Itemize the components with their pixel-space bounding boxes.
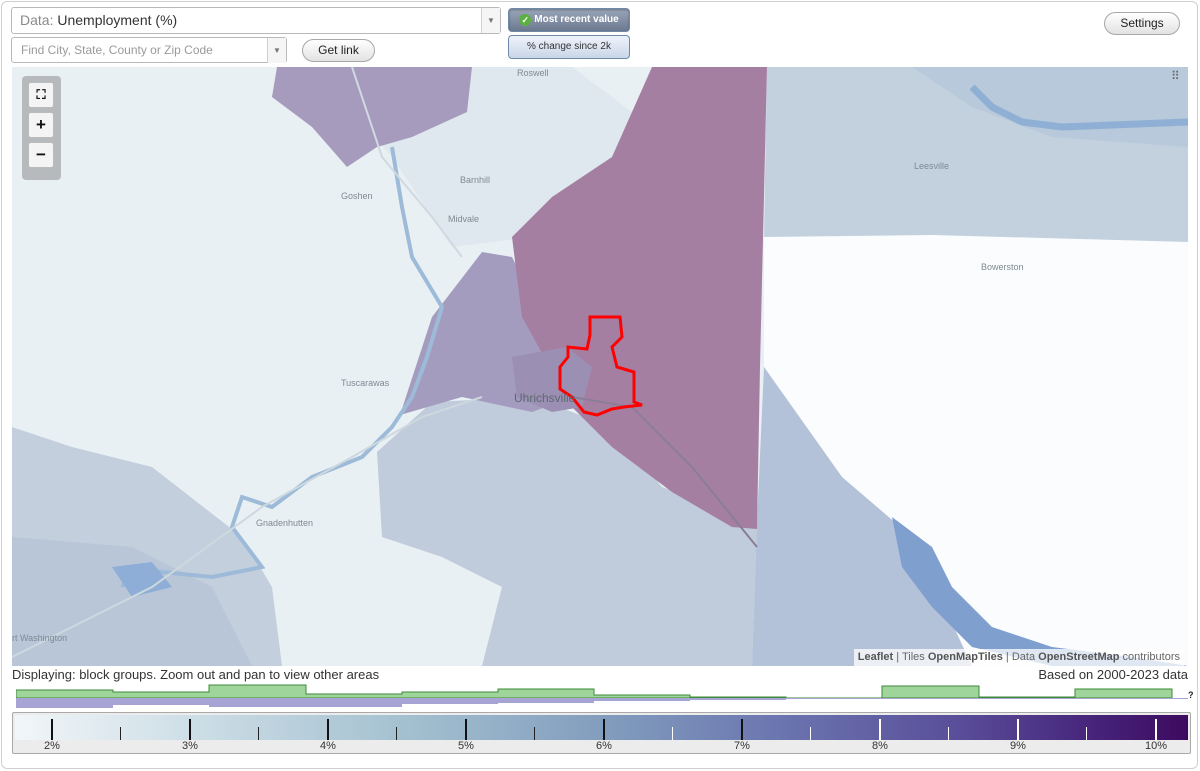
road-diagonal [12, 396, 483, 658]
display-status: Displaying: block groups. Zoom out and p… [12, 667, 380, 682]
place-label-midvale: Midvale [448, 214, 480, 224]
legend-major-tick [603, 719, 605, 740]
zoom-out-icon[interactable]: − [28, 142, 54, 168]
openmaptiles-link[interactable]: OpenMapTiles [927, 651, 1003, 663]
percent-change-toggle[interactable]: % change since 2k [508, 35, 630, 59]
block-group-south-central [377, 397, 757, 666]
histogram-help[interactable]: ? [1188, 690, 1194, 700]
legend-minor-tick [1086, 727, 1087, 740]
chevron-down-icon[interactable]: ▼ [481, 8, 500, 33]
place-label-port-washington: rt Washington [12, 633, 68, 643]
place-label-roswell: Roswell [517, 68, 549, 78]
checkmark-icon: ✓ [519, 14, 532, 26]
openstreetmap-link[interactable]: OpenStreetMap [1038, 651, 1120, 663]
histogram-green [16, 684, 1173, 699]
color-scale-bar [15, 715, 1188, 740]
distribution-histogram [16, 684, 1188, 708]
legend-major-tick [741, 719, 743, 740]
place-label-goshen: Goshen [341, 191, 373, 201]
settings-button[interactable]: Settings [1104, 12, 1180, 35]
legend-tick-label: 2% [44, 740, 60, 752]
map-attribution: Leaflet | Tiles OpenMapTiles | Data Open… [853, 649, 1184, 666]
river-tuscarawas [120, 146, 445, 588]
legend-minor-tick [948, 727, 949, 740]
river-east [969, 84, 1188, 131]
place-label-gnadenhutten: Gnadenhutten [256, 518, 314, 528]
legend-tick-label: 9% [1010, 740, 1026, 752]
legend-major-tick [189, 719, 191, 740]
legend-minor-tick [396, 727, 397, 740]
legend-minor-tick [534, 727, 535, 740]
legend-tick-label: 5% [458, 740, 474, 752]
search-dropdown-chevron-icon[interactable]: ▼ [267, 38, 286, 63]
lake-southeast [892, 517, 1188, 666]
legend-major-tick [327, 719, 329, 740]
legend-tick-label: 10% [1144, 740, 1168, 752]
place-label-uhrichsville: Uhrichsville [514, 391, 576, 405]
block-group-northwest-purple [272, 67, 472, 167]
road-east [571, 396, 758, 548]
place-label-bowerston: Bowerston [981, 262, 1024, 272]
attribution-tiles-prefix: Tiles [901, 651, 925, 663]
zoom-controls: ⛶ + − [22, 76, 61, 180]
histogram-purple [16, 698, 1188, 708]
map-canvas[interactable] [12, 67, 1188, 666]
get-link-button[interactable]: Get link [302, 39, 375, 62]
legend-major-tick [51, 719, 53, 740]
legend-major-tick [879, 719, 881, 740]
most-recent-value-toggle[interactable]: ✓ Most recent value [508, 8, 630, 32]
search-placeholder: Find City, State, County or Zip Code [21, 43, 213, 57]
leaflet-link[interactable]: Leaflet [857, 651, 894, 663]
legend-tick-label: 7% [734, 740, 750, 752]
attribution-separator-2: | [1005, 651, 1009, 663]
no-data-region [764, 233, 1188, 666]
legend-major-tick [1155, 719, 1157, 740]
zoom-in-icon[interactable]: + [28, 112, 54, 138]
data-select-value: Unemployment (%) [57, 12, 178, 28]
legend-tick-label: 4% [320, 740, 336, 752]
place-label-leesville: Leesville [914, 161, 950, 171]
place-label-barnhill: Barnhill [460, 175, 491, 185]
fullscreen-icon[interactable]: ⛶ [28, 82, 54, 108]
selected-region-outline [558, 315, 643, 417]
legend-minor-tick [672, 727, 673, 740]
legend-major-tick [465, 719, 467, 740]
legend-minor-tick [810, 727, 811, 740]
attribution-data-prefix: Data [1011, 651, 1036, 663]
legend-tick-label: 6% [596, 740, 612, 752]
map-view[interactable]: Roswell Leesville Barnhill Goshen Midval… [12, 67, 1188, 666]
search-input[interactable]: Find City, State, County or Zip Code ▼ [11, 37, 287, 63]
most-recent-value-label: Most recent value [534, 14, 619, 25]
data-range-note: Based on 2000-2023 data [1038, 667, 1188, 682]
attribution-separator: | [896, 651, 900, 663]
block-group-west-lower [12, 537, 252, 666]
legend-minor-tick [258, 727, 259, 740]
color-legend: 2% 3% 4% 5% 6% 7% 8% 9% 10% [12, 712, 1191, 754]
place-label-tuscarawas: Tuscarawas [341, 378, 390, 388]
block-group-east-purple [512, 67, 767, 529]
more-icon[interactable]: ⠿ [1171, 69, 1180, 83]
road-north [351, 67, 463, 258]
lake-southwest [112, 562, 172, 597]
attribution-suffix: contributors [1122, 651, 1180, 663]
legend-minor-tick [120, 727, 121, 740]
legend-major-tick [1017, 719, 1019, 740]
data-select-prefix: Data: [20, 12, 54, 28]
legend-tick-label: 8% [872, 740, 888, 752]
legend-tick-label: 3% [182, 740, 198, 752]
block-group-southeast [752, 367, 972, 666]
data-select[interactable]: Data: Unemployment (%) ▼ [11, 7, 501, 34]
